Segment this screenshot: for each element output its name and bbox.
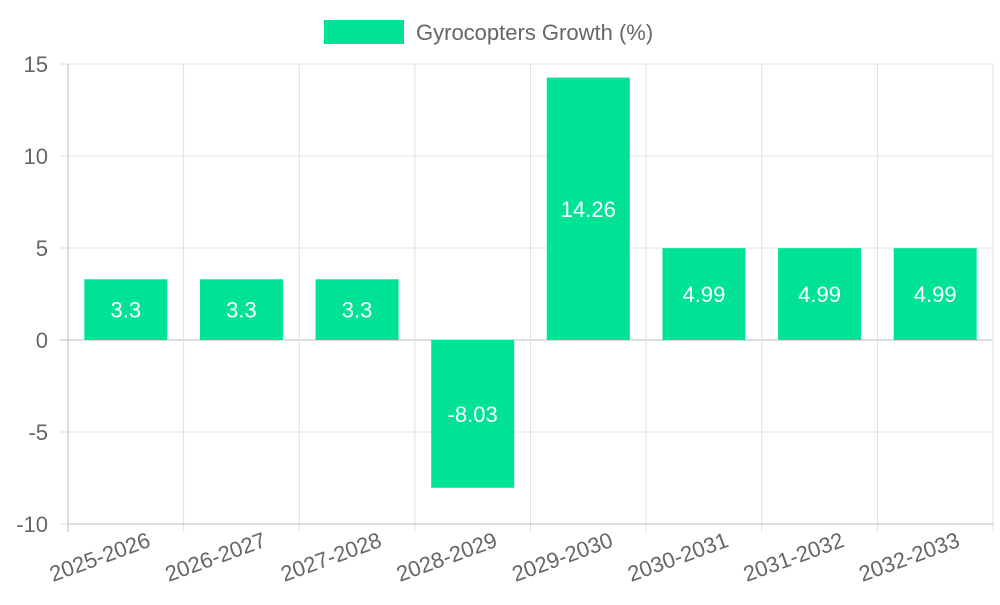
bar-value-label: 4.99 [798, 282, 841, 307]
y-tick-label: 10 [24, 144, 48, 169]
bar-value-label: 4.99 [683, 282, 726, 307]
y-axis-ticks: 15 10 5 0 -5 -10 [16, 52, 48, 537]
y-tick-label: 15 [24, 52, 48, 77]
x-tick-label: 2025-2026 [46, 527, 153, 586]
bar[interactable] [546, 77, 630, 340]
bar-value-label: 3.3 [226, 298, 257, 323]
x-tick-label: 2031-2032 [740, 527, 847, 586]
legend-label: Gyrocopters Growth (%) [416, 20, 653, 45]
bar[interactable] [778, 248, 862, 340]
bar-value-label: 3.3 [342, 298, 373, 323]
legend[interactable]: Gyrocopters Growth (%) [324, 20, 653, 45]
data-labels: 3.3 3.3 3.3 -8.03 14.26 4.99 4.99 4.99 [111, 197, 957, 427]
bar-value-label: 3.3 [111, 298, 142, 323]
bar[interactable] [199, 279, 283, 340]
x-tick-label: 2026-2027 [162, 527, 269, 586]
x-tick-label: 2027-2028 [277, 527, 384, 586]
bar-value-label: -8.03 [448, 402, 498, 427]
x-tick-label: 2030-2031 [624, 527, 731, 586]
x-tick-label: 2028-2029 [393, 527, 500, 586]
bar[interactable] [431, 340, 515, 488]
y-tick-label: 5 [36, 236, 48, 261]
y-tick-label: 0 [36, 328, 48, 353]
x-tick-label: 2032-2033 [855, 527, 962, 586]
x-tick-label: 2029-2030 [509, 527, 616, 586]
bar[interactable] [84, 279, 168, 340]
bar[interactable] [315, 279, 399, 340]
y-tick-label: -10 [16, 512, 48, 537]
bar[interactable] [662, 248, 746, 340]
y-tick-label: -5 [28, 420, 48, 445]
x-axis-ticks: 2025-2026 2026-2027 2027-2028 2028-2029 2029… [46, 527, 963, 586]
bars [84, 77, 977, 488]
bar-value-label: 4.99 [914, 282, 957, 307]
bar[interactable] [893, 248, 977, 340]
bar-value-label: 14.26 [561, 197, 616, 222]
legend-swatch [324, 20, 404, 44]
